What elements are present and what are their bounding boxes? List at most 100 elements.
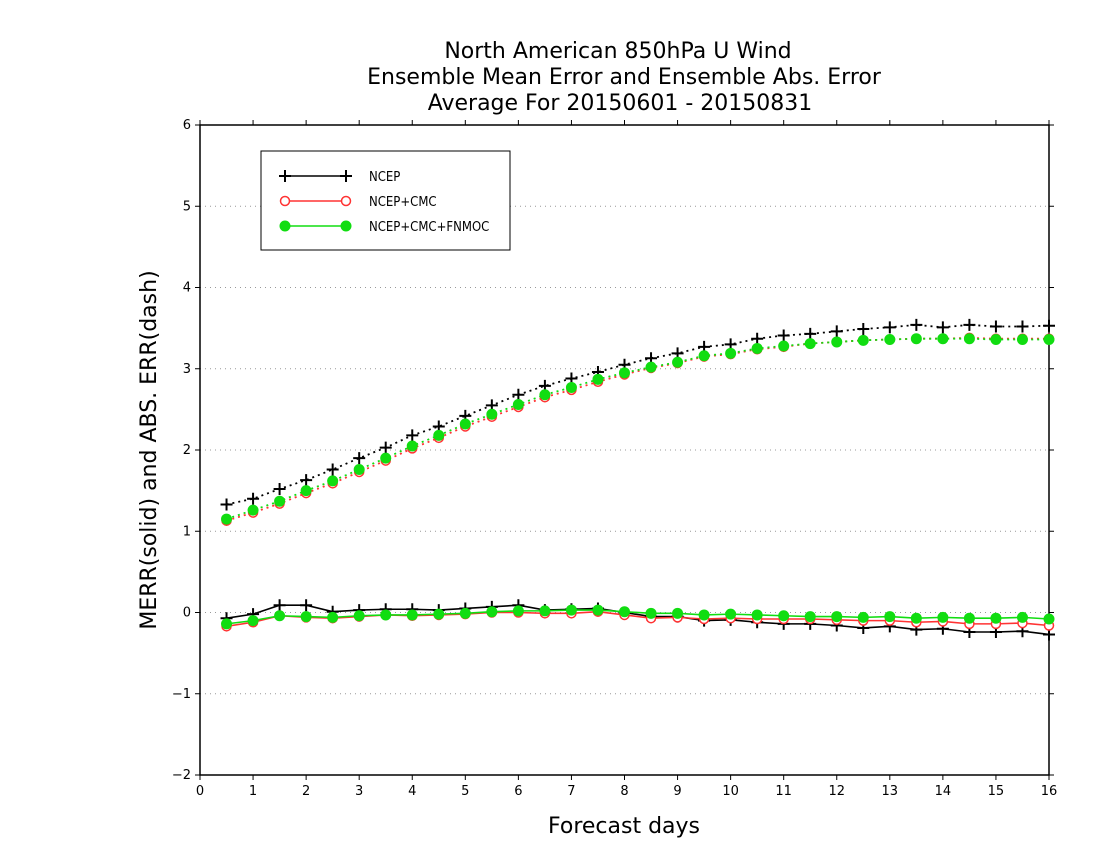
merr-point <box>273 599 286 612</box>
legend-label: NCEP <box>369 170 400 185</box>
merr-point <box>459 607 471 619</box>
abs-err-point <box>619 367 630 379</box>
abs-err-point <box>990 334 1002 345</box>
merr-point <box>645 607 657 619</box>
x-tick-label: 0 <box>196 784 204 799</box>
series-ncep-cmc-fnmoc <box>221 333 1055 630</box>
abs-err-point <box>327 475 339 487</box>
abs-err-point <box>1043 319 1055 332</box>
y-tick-label: 5 <box>183 199 191 214</box>
x-tick-label: 15 <box>988 784 1005 799</box>
abs-err-point <box>247 492 260 505</box>
abs-err-point <box>698 350 710 362</box>
abs-err-point <box>379 441 392 454</box>
merr-point <box>937 611 949 623</box>
x-tick-label: 9 <box>673 784 681 799</box>
merr-point <box>857 611 869 623</box>
x-tick-label: 10 <box>722 784 739 799</box>
abs-err-point <box>857 334 869 346</box>
legend-marker <box>340 170 352 182</box>
y-tick-label: −2 <box>172 768 191 783</box>
merr-point <box>592 604 604 616</box>
x-tick-label: 11 <box>775 784 792 799</box>
x-tick-label: 6 <box>514 784 522 799</box>
abs-err-point <box>247 504 259 516</box>
abs-err-point <box>963 333 975 345</box>
merr-point <box>910 612 922 624</box>
merr-point <box>619 606 630 618</box>
abs-err-point <box>725 347 737 359</box>
abs-err-point <box>353 464 365 475</box>
legend-label: NCEP+CMC <box>369 195 437 210</box>
abs-err-line <box>226 323 1050 506</box>
abs-err-point <box>1016 334 1028 345</box>
chart-title: North American 850hPa U Wind Ensemble Me… <box>367 39 882 116</box>
merr-point <box>751 609 763 621</box>
legend-marker <box>279 170 291 182</box>
x-tick-label: 16 <box>1041 784 1058 799</box>
title-line-2: Ensemble Mean Error and Ensemble Abs. Er… <box>367 65 882 90</box>
gridlines <box>200 205 1049 695</box>
merr-point <box>990 612 1002 624</box>
abs-err-point <box>512 399 524 410</box>
abs-err-point <box>883 321 896 334</box>
abs-err-point <box>300 485 312 497</box>
merr-point <box>778 610 790 622</box>
legend-label: NCEP+CMC+FNMOC <box>369 220 489 235</box>
abs-err-point <box>910 333 922 345</box>
abs-err-point <box>300 474 313 487</box>
y-tick-label: 3 <box>183 362 191 377</box>
merr-point <box>274 610 286 622</box>
x-tick-label: 2 <box>302 784 310 799</box>
abs-err-point <box>910 318 923 331</box>
merr-point <box>963 612 975 624</box>
merr-point <box>247 615 259 627</box>
abs-err-point <box>512 388 525 401</box>
legend-item-ncep-cmc-fnmoc: NCEP+CMC+FNMOC <box>279 220 489 235</box>
abs-err-point <box>273 483 286 495</box>
legend-item-ncep-cmc: NCEP+CMC <box>279 195 437 210</box>
abs-err-point <box>326 463 339 476</box>
series-layer <box>220 318 1055 641</box>
merr-point <box>327 611 339 623</box>
y-tick-label: 1 <box>183 524 191 539</box>
y-tick-label: 4 <box>183 281 191 296</box>
merr-point <box>406 609 418 621</box>
abs-err-point <box>963 318 976 331</box>
x-tick-label: 13 <box>882 784 899 799</box>
series-ncep-cmc <box>221 332 1055 632</box>
legend-marker <box>340 220 352 232</box>
merr-point <box>804 611 816 623</box>
abs-err-point <box>672 356 684 368</box>
abs-err-point <box>804 327 817 340</box>
abs-err-point <box>1043 334 1055 345</box>
y-tick-label: 2 <box>183 443 191 458</box>
x-tick-label: 3 <box>355 784 363 799</box>
abs-err-point <box>221 513 233 525</box>
legend: NCEP NCEP+CMC NCEP+CMC+FNMOC <box>260 150 511 251</box>
title-line-1: North American 850hPa U Wind <box>444 39 791 64</box>
abs-err-line <box>226 336 1049 522</box>
abs-err-point <box>751 342 763 354</box>
abs-err-point <box>804 338 816 350</box>
abs-err-line <box>226 337 1049 520</box>
x-tick-label: 12 <box>828 784 845 799</box>
abs-err-point <box>778 340 790 352</box>
abs-err-point <box>486 408 498 420</box>
merr-point <box>884 611 896 623</box>
merr-point <box>221 618 233 630</box>
y-axis-label: MERR(solid) and ABS. ERR(dash) <box>137 270 162 629</box>
merr-point <box>380 609 392 621</box>
merr-line <box>226 604 1050 636</box>
abs-err-point <box>1016 320 1029 333</box>
y-tick-label: 6 <box>183 118 191 133</box>
merr-point <box>698 609 710 621</box>
abs-err-point <box>539 389 551 401</box>
merr-point <box>300 611 312 623</box>
x-axis-label: Forecast days <box>548 814 700 839</box>
x-tick-label: 8 <box>620 784 628 799</box>
merr-point <box>725 608 737 620</box>
merr-point <box>512 605 524 617</box>
